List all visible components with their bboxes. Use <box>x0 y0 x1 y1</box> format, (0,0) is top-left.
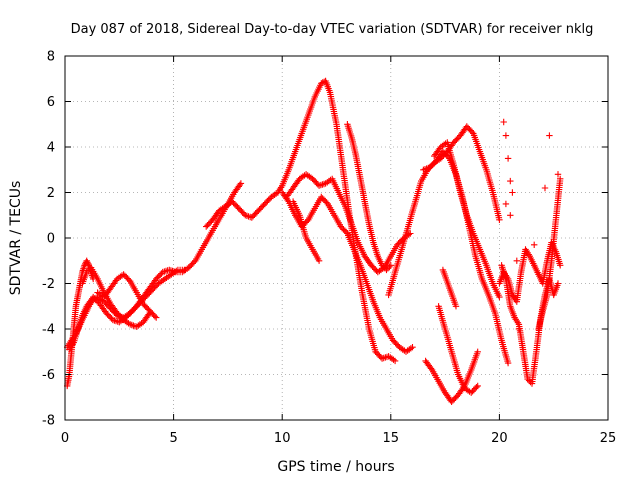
series-track-19 <box>535 175 564 333</box>
data-point-marker <box>541 184 549 192</box>
data-point-marker <box>507 212 514 219</box>
data-point-marker <box>337 223 344 230</box>
y-tick-label: -2 <box>42 277 55 292</box>
data-point-marker <box>504 359 512 367</box>
data-point-marker <box>303 218 311 225</box>
data-point-marker <box>557 175 564 182</box>
data-point-marker <box>85 260 92 267</box>
y-tick-label: 8 <box>47 50 55 65</box>
y-tick-label: 2 <box>47 186 55 201</box>
data-point-marker <box>507 177 514 185</box>
data-point-marker <box>151 313 159 320</box>
data-point-marker <box>181 266 188 274</box>
data-point-marker <box>391 357 399 365</box>
series-track-16 <box>439 266 460 310</box>
data-point-marker <box>473 384 480 391</box>
x-tick-label: 0 <box>61 431 69 446</box>
series-track-18 <box>498 262 562 387</box>
data-point-marker <box>323 199 330 206</box>
data-point-marker <box>342 228 350 236</box>
data-point-marker <box>229 198 236 205</box>
data-point-marker <box>237 180 245 187</box>
data-point-marker <box>474 382 481 390</box>
data-point-marker <box>121 272 129 279</box>
series-track-14 <box>422 348 481 405</box>
y-tick-label: -6 <box>42 368 55 383</box>
data-point-marker <box>554 171 562 178</box>
data-point-marker <box>84 259 91 266</box>
x-tick-label: 25 <box>600 431 617 446</box>
data-point-marker <box>380 263 387 270</box>
y-tick-label: 6 <box>47 95 55 110</box>
data-point-marker <box>230 199 237 207</box>
x-axis-label: GPS time / hours <box>277 459 394 475</box>
data-point-marker <box>474 348 481 355</box>
y-tick-label: 4 <box>47 141 55 156</box>
data-point-marker <box>496 216 503 223</box>
data-point-marker <box>387 262 394 269</box>
y-axis-label: SDTVAR / TECUs <box>8 181 24 296</box>
data-point-marker <box>85 267 92 274</box>
data-point-marker <box>134 302 141 309</box>
x-tick-label: 15 <box>383 431 400 446</box>
series-track-13 <box>431 139 503 301</box>
data-point-marker <box>378 262 386 269</box>
data-point-marker <box>468 128 476 136</box>
series-track-5 <box>94 271 160 321</box>
data-point-marker <box>384 265 392 272</box>
data-point-marker <box>386 263 393 270</box>
y-tick-label: -8 <box>42 414 55 429</box>
y-tick-label: -4 <box>42 323 55 338</box>
data-point-marker <box>513 257 520 264</box>
x-tick-label: 10 <box>274 431 291 446</box>
data-point-marker <box>504 155 512 162</box>
data-point-marker <box>315 257 323 264</box>
data-point-marker <box>502 200 510 208</box>
data-point-marker <box>83 268 90 276</box>
data-point-marker <box>427 365 435 372</box>
x-tick-label: 5 <box>169 431 177 446</box>
data-point-marker <box>502 132 510 139</box>
axes: 0 5 10 15 20 25 -8 -6 -4 -2 0 2 4 6 8 <box>42 50 616 447</box>
data-point-marker <box>531 241 538 248</box>
data-point-marker <box>557 262 564 269</box>
data-point-marker <box>93 298 101 305</box>
data-point-marker <box>407 230 414 237</box>
data-point-marker <box>153 314 160 321</box>
data-point-marker <box>83 257 90 264</box>
series-scatter-outliers <box>500 118 562 333</box>
series-track-9 <box>289 198 323 264</box>
series-track-4 <box>79 264 153 330</box>
series-track-10 <box>344 121 394 274</box>
data-point-marker <box>554 280 562 287</box>
series-track-12 <box>420 148 512 367</box>
chart-title: Day 087 of 2018, Sidereal Day-to-day VTE… <box>71 22 594 37</box>
y-tick-label: 0 <box>47 232 55 247</box>
data-point-marker <box>546 132 553 139</box>
x-tick-label: 20 <box>491 431 508 446</box>
data-point-marker <box>496 293 503 301</box>
data-point-marker <box>500 118 507 126</box>
series-track-15 <box>435 303 481 396</box>
data-point-marker <box>525 377 533 384</box>
data-point-marker <box>338 224 346 232</box>
data-point-marker <box>452 303 460 310</box>
data-point-marker <box>120 271 127 278</box>
data-point-marker <box>409 344 416 351</box>
data-point-marker <box>509 189 516 196</box>
data-point-marker <box>515 325 523 333</box>
data-points <box>64 77 564 405</box>
data-point-marker <box>236 181 243 189</box>
series-track-2 <box>66 266 188 353</box>
